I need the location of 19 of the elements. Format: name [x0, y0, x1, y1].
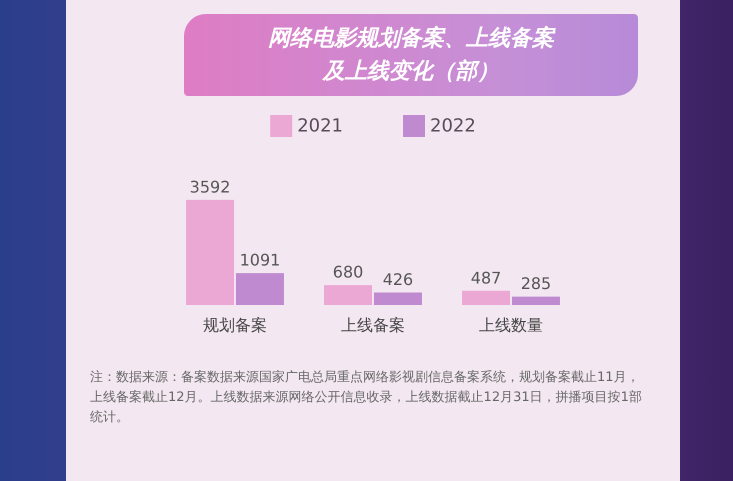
legend-label: 2022: [430, 116, 476, 136]
bar: [462, 290, 510, 305]
text: 注：数据来源：备案数据来源国家广电总局重点网络影视剧信息备案系统，规划备案截止11月，上线备案截止12月。上线数据来源网络公开信息收录，上线数据截止12月31日，拼播项目按1部统计。: [90, 369, 643, 427]
x-tick-label: 上线数量: [479, 316, 543, 334]
legend-label: 2021: [297, 116, 344, 136]
x-tick-label: 规划备案: [203, 316, 267, 334]
bar: [324, 285, 372, 305]
data-label: 3592: [190, 177, 230, 196]
bar: [236, 273, 284, 305]
data-label: 285: [520, 274, 552, 294]
x-tick-label: 上线备案: [341, 316, 405, 334]
bar: [512, 296, 560, 305]
chart-title: 网络电影规划备案、上线备案及上线变化（部）: [267, 24, 557, 86]
data-label: 1091: [240, 250, 280, 270]
data-label: 426: [382, 270, 414, 290]
data-label: 680: [332, 262, 364, 282]
bar: [186, 200, 234, 305]
bar: [374, 292, 422, 305]
data-label: 487: [470, 268, 502, 288]
